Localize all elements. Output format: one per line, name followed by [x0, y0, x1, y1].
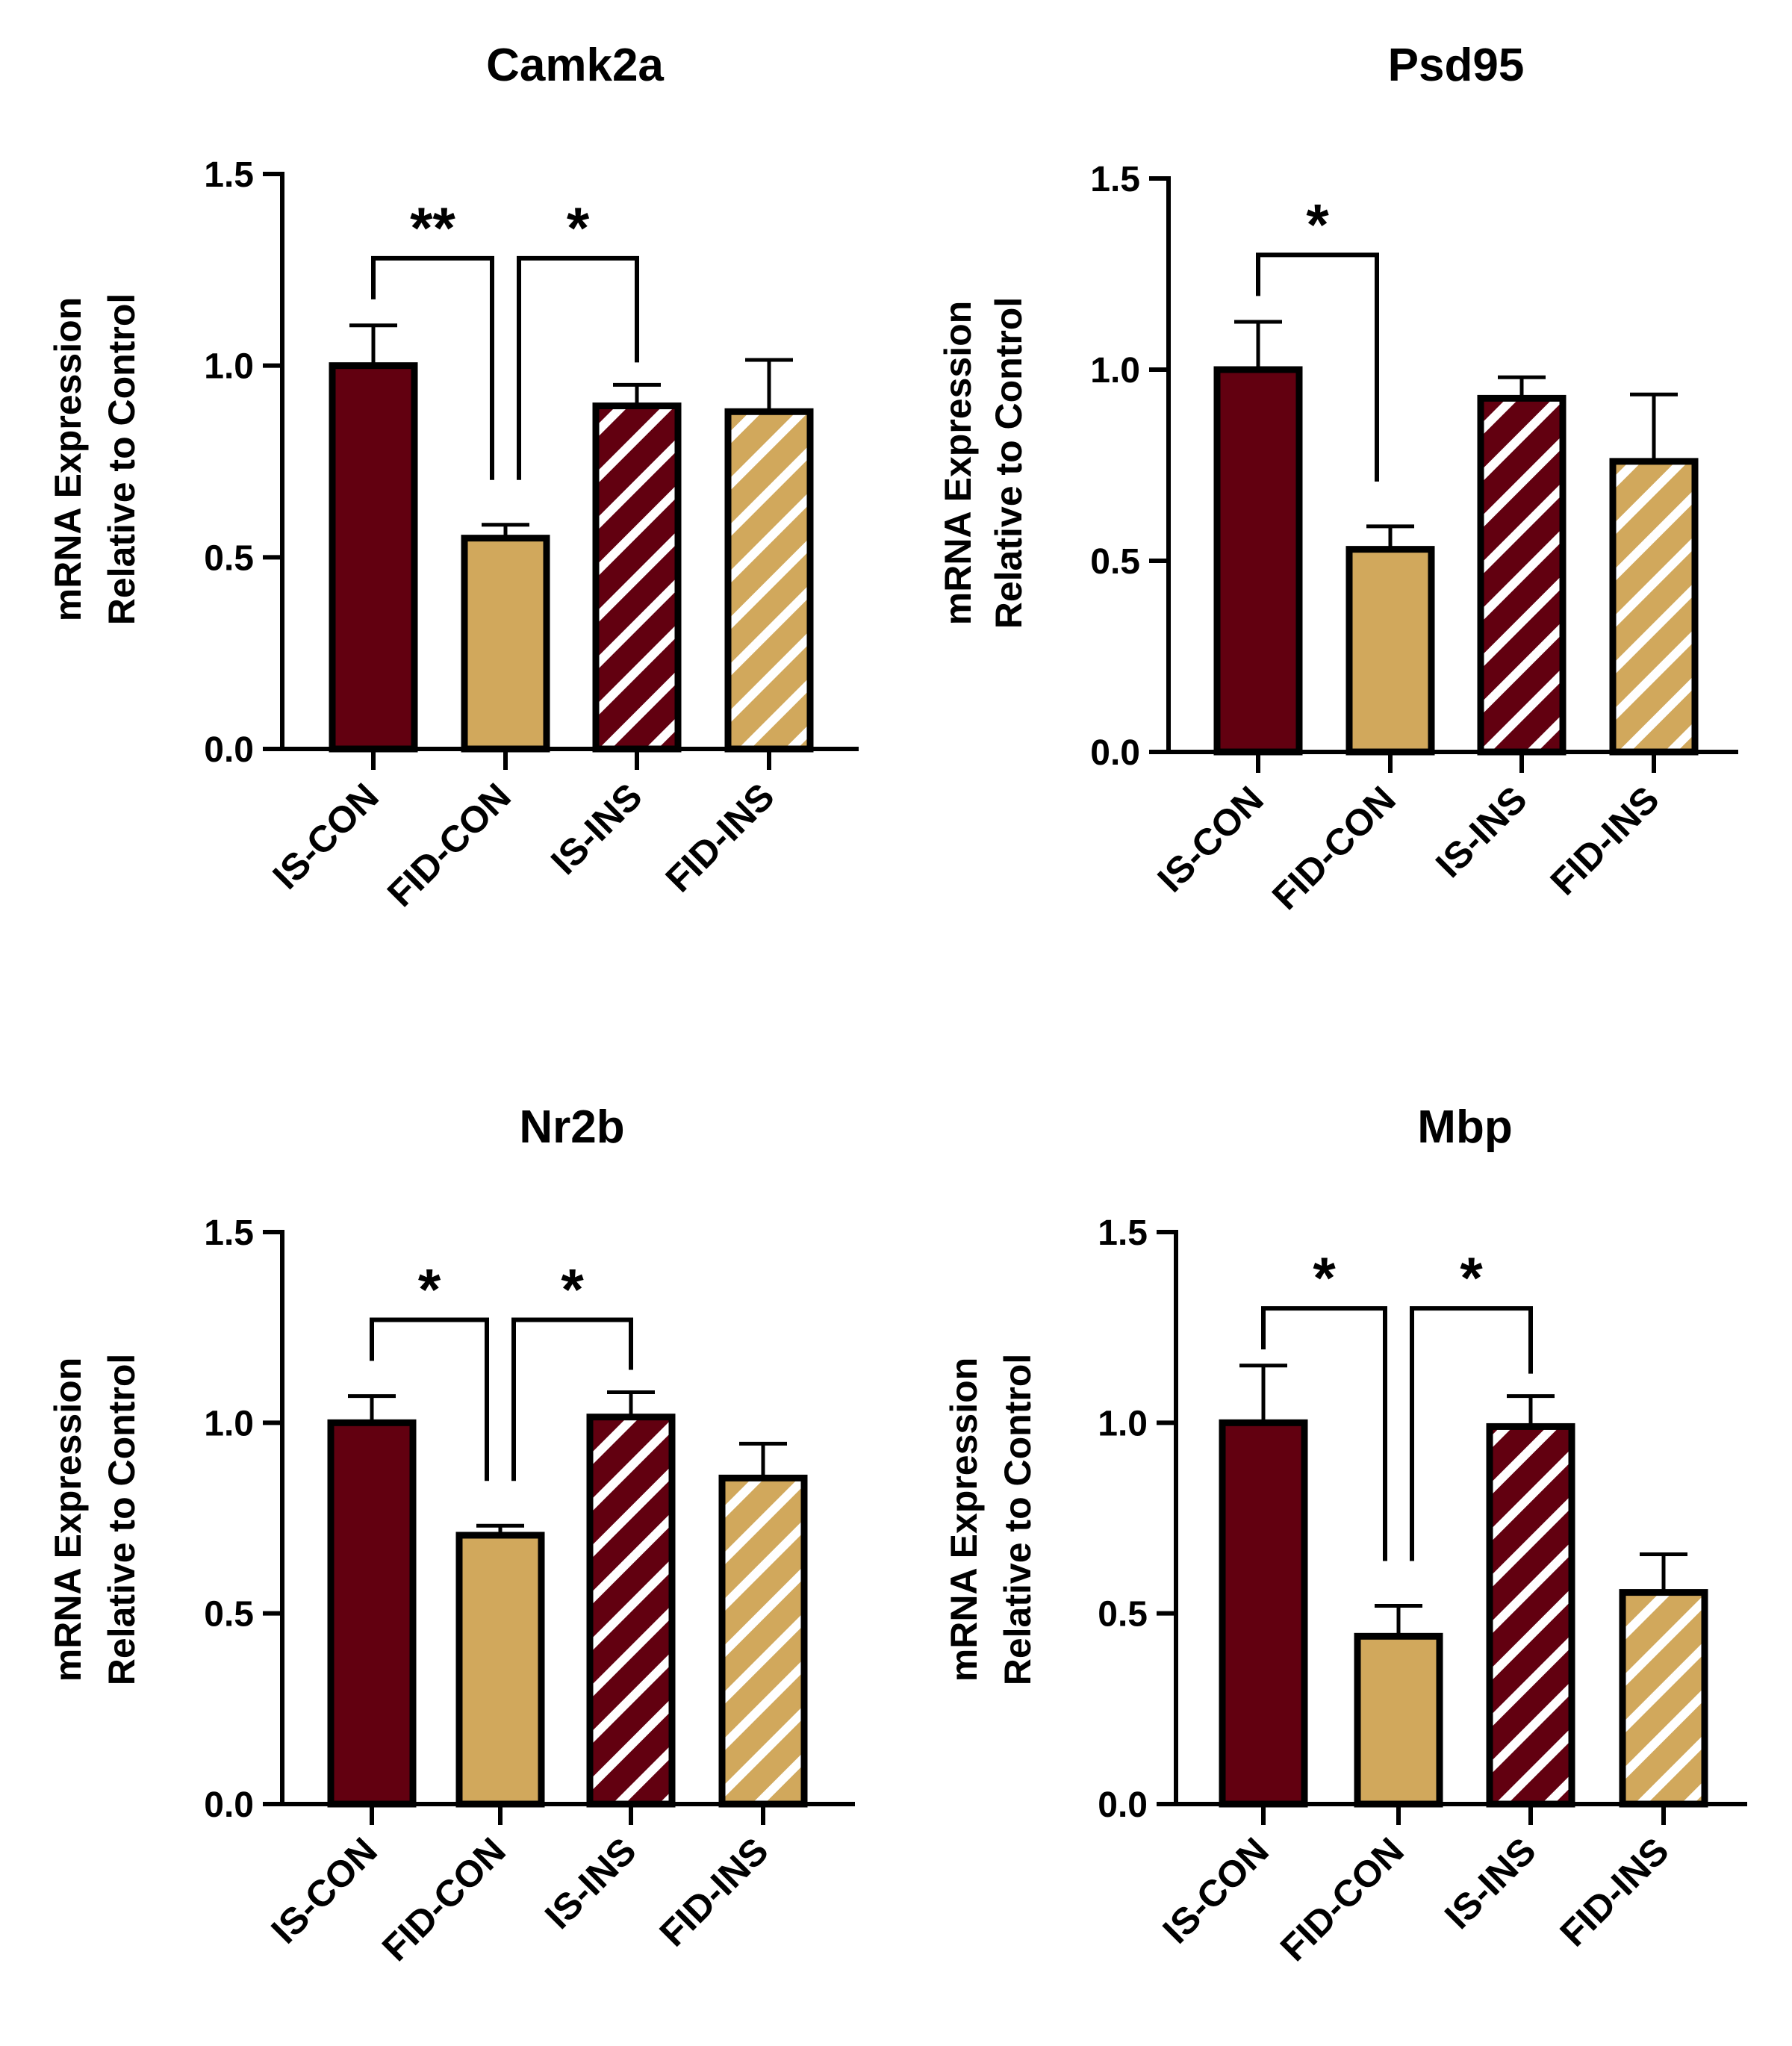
y-axis-label-line-2: Relative to Control [101, 293, 143, 625]
y-axis-label-line-1: mRNA Expression [937, 301, 979, 625]
y-tick-label: 0.5 [204, 1595, 254, 1635]
y-tick-label: 0.5 [204, 538, 254, 578]
significance-bracket [517, 255, 639, 480]
bar-is-ins [1477, 394, 1567, 756]
y-axis-label-line-2: Relative to Control [988, 297, 1030, 629]
chart-mbp: Mbp mRNA Expression Relative to Control 0.0… [943, 1101, 1747, 1969]
significance-label: * [1306, 191, 1329, 257]
bar-fid-ins [1619, 1589, 1708, 1808]
x-tick-label: IS-INS [537, 1829, 644, 1937]
y-tick-label: 1.5 [1098, 1213, 1148, 1253]
x-tick-label: IS-CON [1149, 778, 1271, 900]
bar-is-ins [592, 402, 682, 753]
bar-fid-con [1354, 1632, 1443, 1808]
significance-label: * [1313, 1245, 1336, 1310]
y-tick-label: 0.0 [204, 1785, 254, 1825]
chart-psd95: Psd95 mRNA Expression Relative to Control 0… [937, 40, 1738, 918]
x-tick-label: FID-CON [1264, 778, 1404, 918]
bar-is-con [329, 362, 418, 753]
bar-fid-ins [718, 1474, 808, 1808]
chart-title: Camk2a [486, 40, 664, 91]
bar-fid-con [1345, 546, 1435, 756]
y-tick-label: 1.5 [1090, 160, 1140, 199]
y-tick-label: 0.5 [1098, 1595, 1148, 1635]
significance-bracket [1261, 1306, 1387, 1561]
y-tick-label: 0.5 [1090, 542, 1140, 582]
significance-bracket [1410, 1306, 1533, 1561]
chart-camk2a: Camk2a mRNA Expression Relative to Control… [47, 40, 859, 915]
x-tick-label: FID-INS [652, 1829, 777, 1954]
y-axis-label-line-2: Relative to Control [997, 1354, 1039, 1685]
bar-is-ins [1486, 1422, 1575, 1808]
significance-bracket [511, 1317, 633, 1481]
y-tick-label: 1.0 [1090, 351, 1140, 391]
x-tick-label: IS-INS [1428, 778, 1535, 886]
bar-is-con [1219, 1419, 1308, 1808]
bar-fid-ins [1609, 458, 1699, 756]
significance-label: * [418, 1256, 441, 1322]
significance-label: * [561, 1256, 584, 1322]
bar-is-con [327, 1419, 417, 1808]
x-tick-label: FID-INS [658, 775, 783, 900]
chart-title: Psd95 [1388, 40, 1525, 91]
significance-bracket [371, 255, 494, 480]
x-tick-label: FID-CON [1272, 1829, 1412, 1969]
y-tick-label: 0.0 [1098, 1785, 1148, 1825]
y-axis-label-line-2: Relative to Control [101, 1354, 143, 1685]
y-tick-label: 1.5 [204, 155, 254, 195]
y-axis-label-line-1: mRNA Expression [943, 1358, 985, 1682]
y-axis-label-line-1: mRNA Expression [47, 297, 89, 621]
x-tick-label: FID-INS [1543, 778, 1667, 903]
y-tick-label: 1.0 [204, 1404, 254, 1443]
significance-label: * [567, 195, 590, 261]
chart-title: Nr2b [519, 1101, 624, 1153]
bar-is-con [1213, 366, 1303, 756]
bar-fid-con [455, 1532, 545, 1808]
y-tick-label: 1.5 [204, 1213, 254, 1253]
x-tick-label: IS-CON [264, 775, 386, 897]
y-tick-label: 1.0 [204, 347, 254, 387]
y-axis-label-line-1: mRNA Expression [47, 1358, 89, 1682]
x-tick-label: FID-INS [1552, 1829, 1677, 1954]
significance-label: * [1460, 1245, 1483, 1310]
significance-bracket [370, 1317, 489, 1481]
significance-label: ** [410, 195, 455, 261]
x-tick-label: IS-INS [1437, 1829, 1544, 1937]
chart-title: Mbp [1417, 1101, 1512, 1153]
chart-nr2b: Nr2b mRNA Expression Relative to Control 0.… [47, 1101, 855, 1969]
bar-is-ins [586, 1414, 676, 1808]
significance-bracket [1256, 252, 1379, 482]
bar-fid-ins [724, 408, 814, 753]
y-tick-label: 0.0 [1090, 733, 1140, 773]
x-tick-label: FID-CON [379, 775, 519, 915]
bar-fid-con [461, 535, 550, 753]
x-tick-label: IS-INS [543, 775, 650, 883]
x-tick-label: IS-CON [263, 1829, 385, 1951]
x-tick-label: FID-CON [374, 1829, 514, 1969]
x-tick-label: IS-CON [1154, 1829, 1276, 1951]
y-tick-label: 0.0 [204, 730, 254, 770]
y-tick-label: 1.0 [1098, 1404, 1148, 1443]
